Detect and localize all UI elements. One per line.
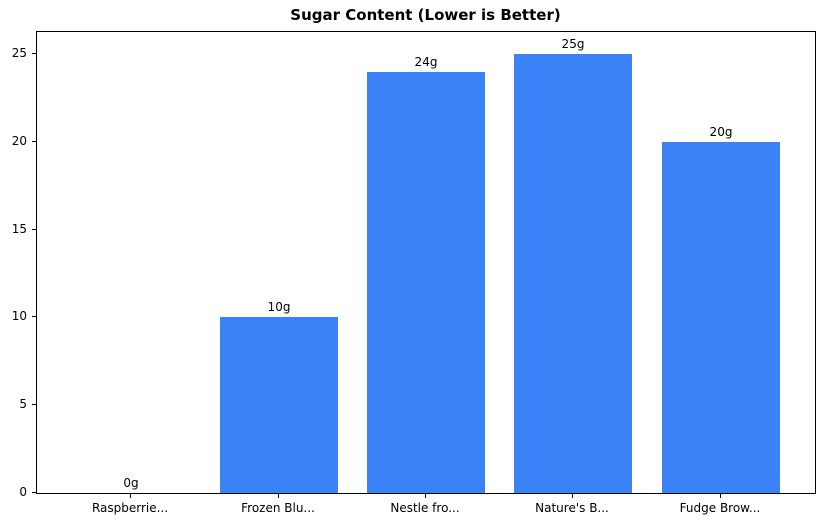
y-axis-tick-mark (32, 492, 36, 493)
y-axis-tick-mark (32, 404, 36, 405)
x-axis-tick-label: Frozen Blu... (241, 501, 315, 515)
y-axis-tick-label: 25 (11, 46, 27, 60)
x-axis-tick-label: Nestle fro... (390, 501, 460, 515)
bar-value-label: 20g (709, 125, 733, 139)
y-axis-tick-label: 5 (19, 397, 27, 411)
x-axis-tick-mark (572, 494, 573, 498)
chart-title: Sugar Content (Lower is Better) (290, 6, 561, 24)
x-axis-tick-mark (278, 494, 279, 498)
bar (514, 54, 632, 493)
x-axis-tick-mark (425, 494, 426, 498)
bar (367, 72, 485, 493)
x-axis-tick-mark (720, 494, 721, 498)
x-axis-tick-label: Nature's B... (535, 501, 609, 515)
y-axis-tick-mark (32, 229, 36, 230)
y-axis-tick-label: 20 (11, 134, 27, 148)
bar-value-label: 10g (267, 300, 291, 314)
plot-area: 0g 10g 24g 25g 20g (36, 31, 816, 494)
x-axis-tick-mark (130, 494, 131, 498)
bar-value-label: 25g (561, 37, 585, 51)
x-axis-tick-label: Raspberrie... (91, 501, 169, 515)
y-axis-tick-label: 0 (19, 485, 27, 499)
y-axis-tick-mark (32, 316, 36, 317)
bar-value-label: 24g (414, 55, 438, 69)
bar (220, 317, 338, 493)
bar (662, 142, 780, 493)
y-axis-tick-mark (32, 141, 36, 142)
y-axis-tick-label: 15 (11, 222, 27, 236)
y-axis-tick-mark (32, 53, 36, 54)
bar-value-label: 0g (123, 476, 139, 490)
x-axis-tick-label: Fudge Brow... (679, 501, 761, 515)
y-axis-tick-label: 10 (11, 309, 27, 323)
